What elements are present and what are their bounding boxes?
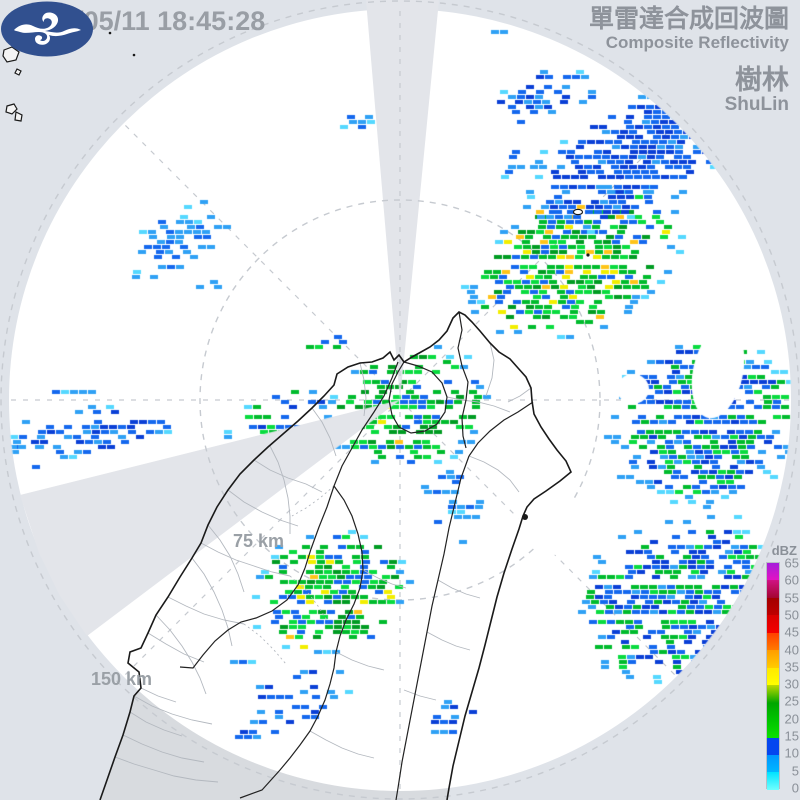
- legend-tick-label: 65: [784, 555, 799, 571]
- legend-segment: [767, 737, 779, 755]
- legend-segment: [767, 685, 779, 703]
- legend-tick-label: 55: [784, 590, 799, 606]
- legend-tick-label: 45: [784, 624, 799, 640]
- legend-segment: [767, 754, 779, 773]
- legend-tick-label: 15: [784, 728, 799, 744]
- station-name-en: ShuLin: [724, 94, 789, 116]
- legend-unit-label: dBZ: [771, 543, 797, 558]
- legend-segment: [767, 632, 779, 651]
- legend-tick-label: 0: [791, 780, 799, 796]
- dbz-legend: dBZ 65 60 55 50 45 40 35 30 25 20 15 10 5 0: [764, 543, 799, 796]
- legend-tick-label: 50: [784, 607, 799, 623]
- township-borders: [114, 342, 532, 783]
- legend-segment: [767, 580, 779, 598]
- legend-segment: [767, 615, 779, 633]
- cwb-wave-icon: [14, 12, 81, 45]
- legend-tick-label: 20: [784, 711, 799, 727]
- title-zh: 單雷達合成回波圖: [588, 5, 789, 33]
- legend-segment: [767, 650, 779, 668]
- legend-tick-label: 60: [784, 572, 799, 588]
- legend-segment: [767, 667, 779, 686]
- range-label-75km: 75 km: [233, 531, 285, 551]
- legend-tick-label: 10: [784, 745, 799, 761]
- legend-tick-label: 40: [784, 642, 799, 658]
- legend-tick-label: 30: [784, 676, 799, 692]
- legend-segment: [767, 563, 779, 581]
- turtle-island: [572, 208, 584, 216]
- legend-segment: [767, 597, 779, 616]
- station-name-zh: 樹林: [735, 65, 789, 96]
- legend-segment: [767, 720, 779, 738]
- legend-tick-label: 25: [784, 693, 799, 709]
- title-block: 單雷達合成回波圖 Composite Reflectivity 樹林 ShuLi…: [589, 6, 789, 115]
- legend-segment: [767, 702, 779, 721]
- legend-segment: [767, 772, 779, 790]
- legend-color-bar: [766, 562, 780, 790]
- county-borders: [179, 311, 534, 800]
- cwb-logo: [1, 1, 93, 57]
- range-label-150km: 150 km: [91, 669, 153, 689]
- map-dots: [108, 31, 590, 520]
- suao-harbor-dot: [522, 514, 528, 520]
- title-en: Composite Reflectivity: [605, 33, 789, 53]
- legend-tick-label: 35: [784, 659, 799, 675]
- coastline: [99, 311, 572, 800]
- legend-tick-label: 5: [791, 763, 799, 779]
